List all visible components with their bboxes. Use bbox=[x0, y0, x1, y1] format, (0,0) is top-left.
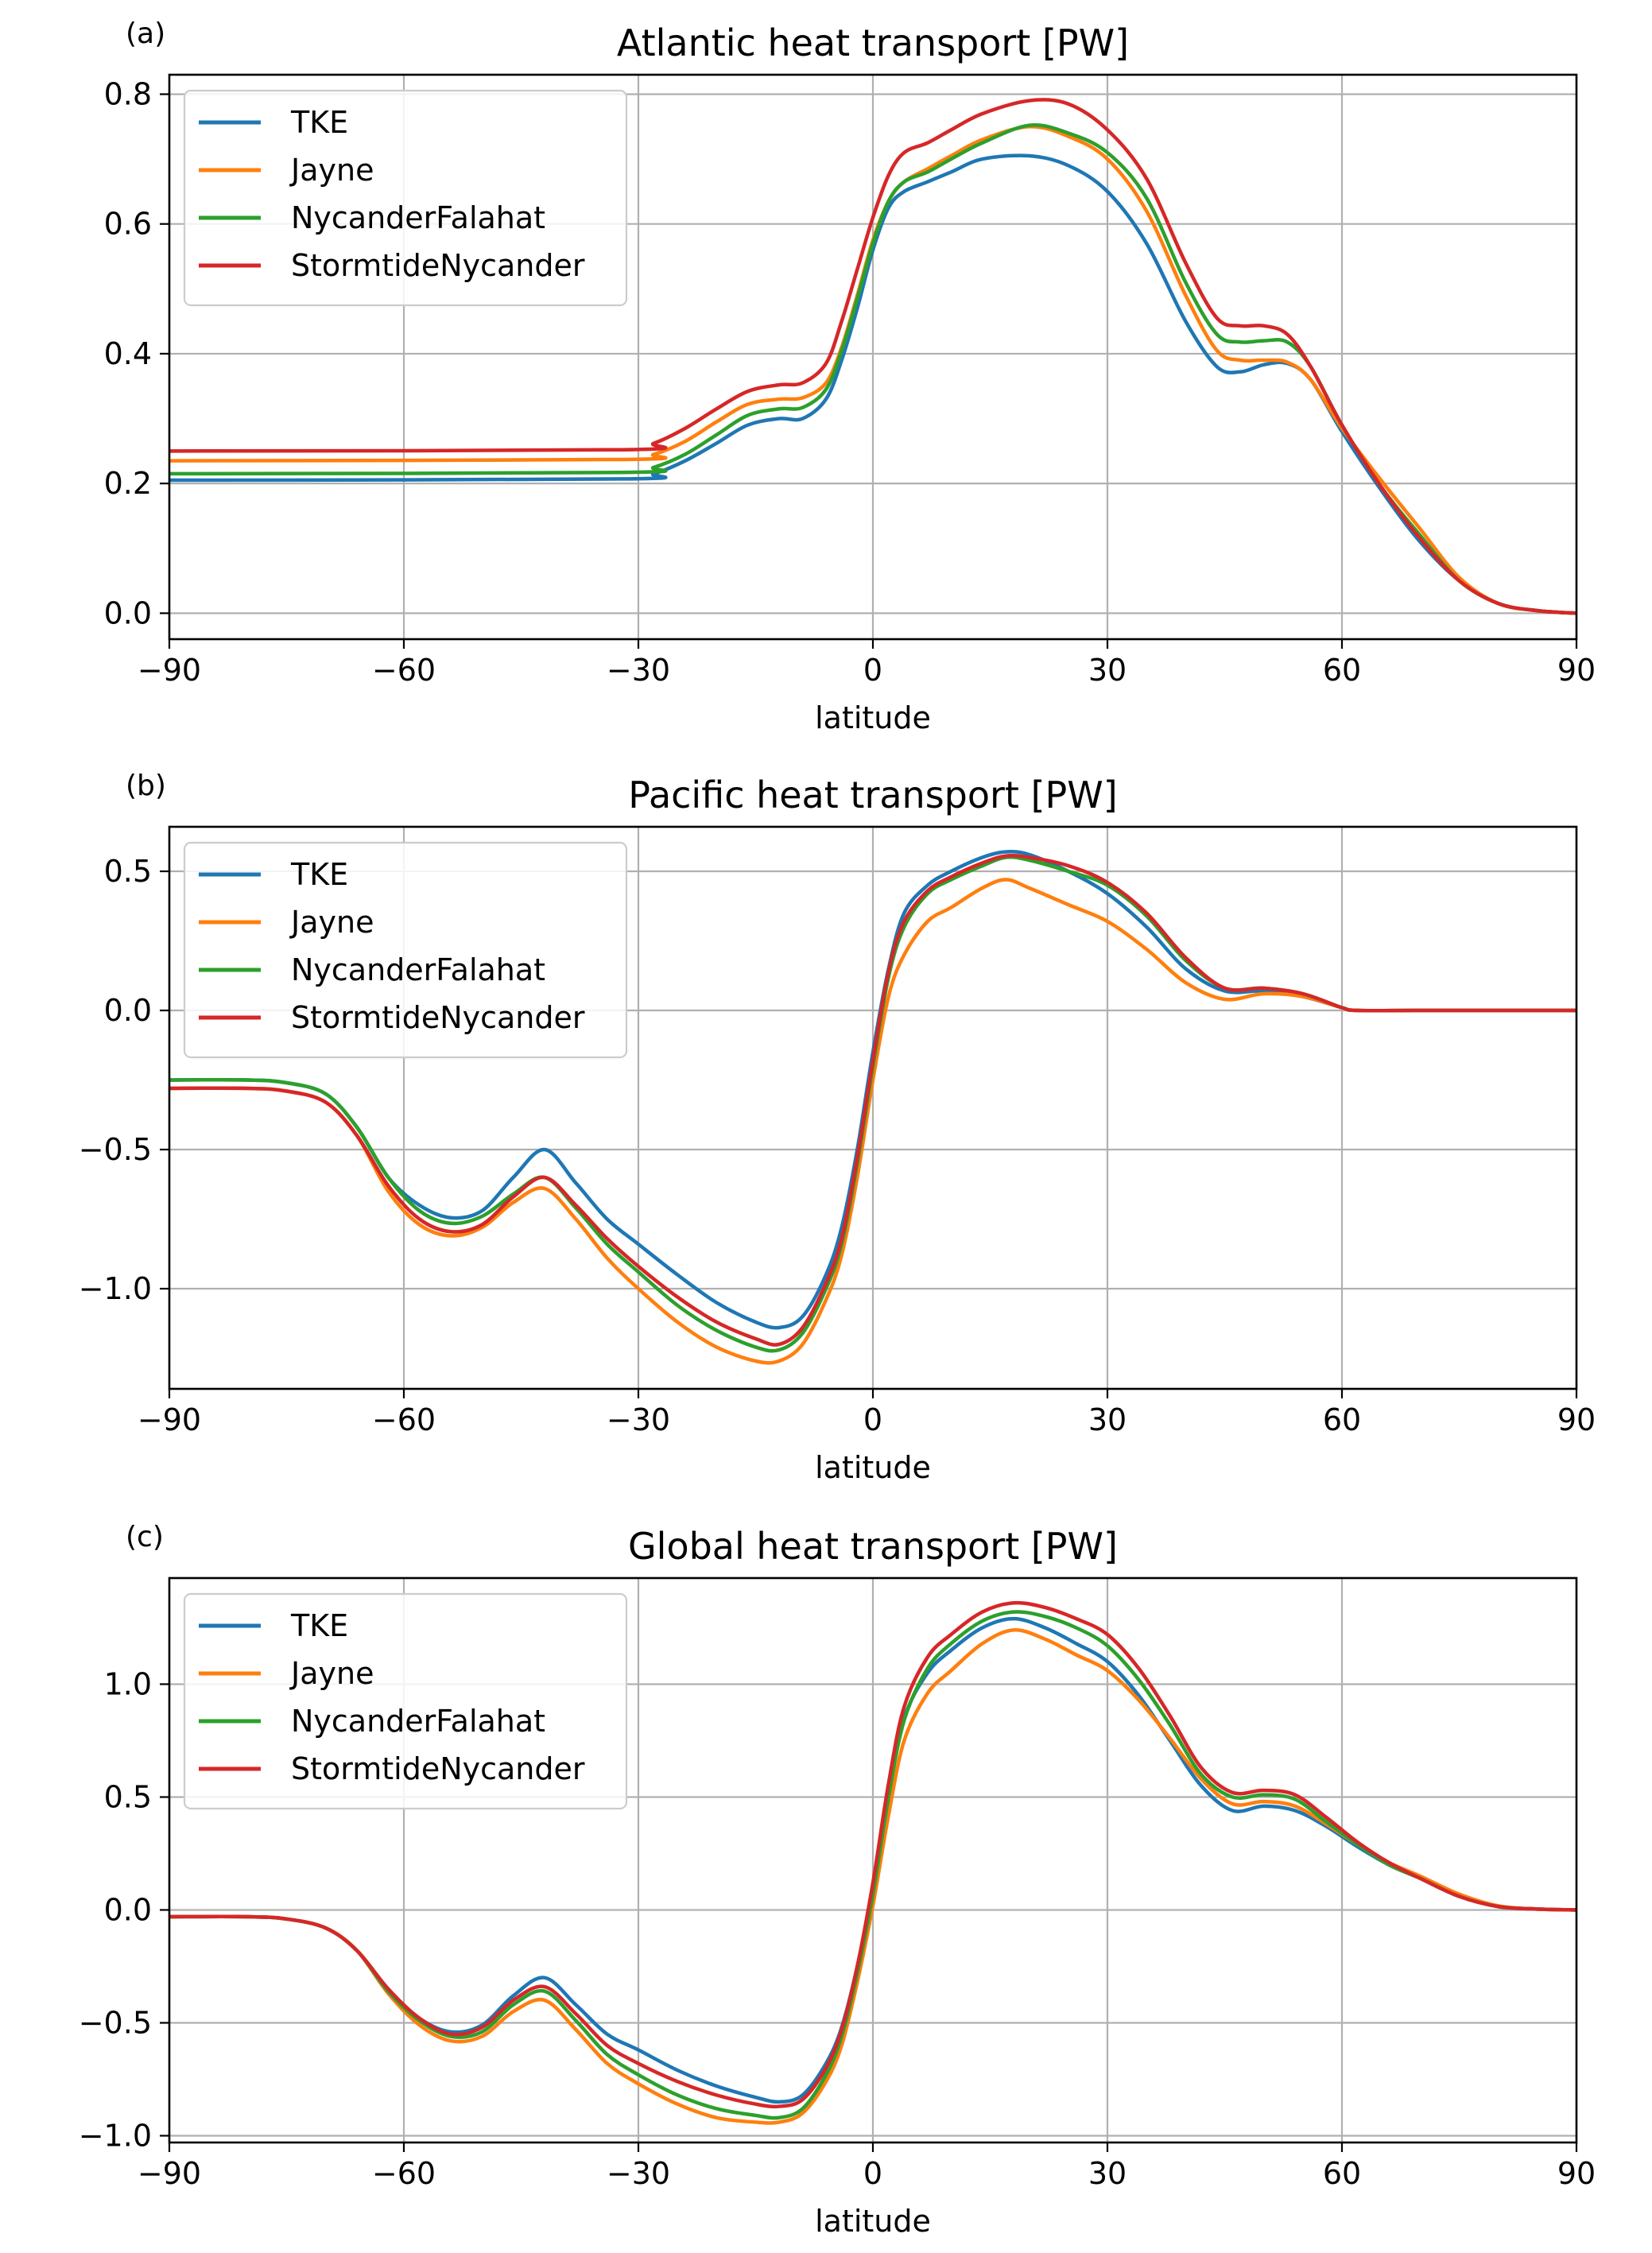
x-axis-label: latitude bbox=[815, 2204, 931, 2239]
chart-title: Pacific heat transport [PW] bbox=[628, 774, 1117, 816]
x-tick-label: 60 bbox=[1323, 2156, 1361, 2191]
y-tick-label: 0.0 bbox=[104, 1892, 152, 1927]
legend: TKE Jayne NycanderFalahat StormtideNycander bbox=[183, 1592, 628, 1810]
x-tick-label: 90 bbox=[1557, 653, 1596, 688]
x-tick-label: −30 bbox=[607, 2156, 670, 2191]
grid bbox=[169, 75, 1576, 639]
legend-label: TKE bbox=[290, 1608, 348, 1643]
x-tick-label: 30 bbox=[1088, 1402, 1127, 1437]
legend-label: TKE bbox=[290, 857, 348, 892]
y-tick-label: 0.6 bbox=[104, 207, 152, 242]
x-axis: −90 −60 −30 0 30 60 90 latitude bbox=[138, 639, 1596, 735]
y-tick-label: 0.4 bbox=[104, 336, 152, 371]
y-tick-label: 0.5 bbox=[104, 1779, 152, 1814]
y-tick-label: −0.5 bbox=[79, 2005, 152, 2040]
legend-label: Jayne bbox=[289, 905, 374, 940]
y-tick-label: 0.0 bbox=[104, 993, 152, 1028]
legend-label: NycanderFalahat bbox=[291, 1704, 545, 1739]
x-axis-label: latitude bbox=[815, 700, 931, 735]
y-tick-label: 0.8 bbox=[104, 76, 152, 111]
series-lines bbox=[169, 1600, 1576, 2125]
x-tick-label: 90 bbox=[1557, 1402, 1596, 1437]
panel-label: (c) bbox=[126, 1521, 164, 1553]
legend-label: StormtideNycander bbox=[291, 248, 585, 283]
x-tick-label: −90 bbox=[138, 1402, 201, 1437]
x-tick-label: 30 bbox=[1088, 2156, 1127, 2191]
legend: TKE Jayne NycanderFalahat StormtideNycander bbox=[183, 841, 628, 1059]
x-tick-label: −30 bbox=[607, 653, 670, 688]
y-tick-label: 0.2 bbox=[104, 466, 152, 501]
legend-label: NycanderFalahat bbox=[291, 952, 545, 987]
x-tick-label: 30 bbox=[1088, 653, 1127, 688]
x-axis: −90 −60 −30 0 30 60 90 latitude bbox=[138, 1389, 1596, 1485]
x-tick-label: −60 bbox=[372, 1402, 436, 1437]
y-axis: −1.0 −0.5 0.0 0.5 1.0 bbox=[79, 1666, 169, 2153]
grid bbox=[169, 827, 1576, 1389]
x-tick-label: 60 bbox=[1323, 653, 1361, 688]
legend-label: StormtideNycander bbox=[291, 1000, 585, 1035]
legend: TKE Jayne NycanderFalahat StormtideNycander bbox=[183, 89, 628, 307]
series-lines bbox=[169, 98, 1576, 615]
panel-label: (b) bbox=[126, 770, 166, 802]
x-tick-label: −90 bbox=[138, 2156, 201, 2191]
x-tick-label: −60 bbox=[372, 2156, 436, 2191]
x-tick-label: 0 bbox=[863, 1402, 882, 1437]
legend-label: Jayne bbox=[289, 1656, 374, 1691]
y-tick-label: −0.5 bbox=[79, 1132, 152, 1167]
chart-title: Atlantic heat transport [PW] bbox=[617, 21, 1129, 64]
x-tick-label: 60 bbox=[1323, 1402, 1361, 1437]
legend-label: NycanderFalahat bbox=[291, 200, 545, 235]
y-tick-label: 0.0 bbox=[104, 595, 152, 630]
y-tick-label: −1.0 bbox=[79, 1271, 152, 1306]
y-axis: −1.0 −0.5 0.0 0.5 bbox=[79, 854, 169, 1306]
legend-box bbox=[183, 1592, 628, 1810]
x-axis-label: latitude bbox=[815, 1450, 931, 1485]
y-axis: 0.0 0.2 0.4 0.6 0.8 bbox=[104, 76, 169, 630]
panel-a: −90 −60 −30 0 30 60 90 latitude 0.0 0.2 0.4 0.6 0.8 A… bbox=[104, 17, 1596, 735]
x-tick-label: −30 bbox=[607, 1402, 670, 1437]
chart-title: Global heat transport [PW] bbox=[628, 1525, 1118, 1568]
series-line-stormtidenycander bbox=[169, 853, 1576, 1347]
series-line-jayne bbox=[169, 1628, 1576, 2125]
legend-label: TKE bbox=[290, 105, 348, 140]
series-line-nycanderfalahat bbox=[169, 1610, 1576, 2120]
series-line-tke bbox=[169, 153, 1576, 615]
panel-b: −90 −60 −30 0 30 60 90 latitude −1.0 −0.5 0.0 0.5 Pa… bbox=[79, 770, 1596, 1485]
x-axis: −90 −60 −30 0 30 60 90 latitude bbox=[138, 2142, 1596, 2239]
series-line-jayne bbox=[169, 878, 1576, 1365]
y-tick-label: −1.0 bbox=[79, 2118, 152, 2153]
panel-c: −90 −60 −30 0 30 60 90 latitude −1.0 −0.5 0.0 0.5 1.… bbox=[79, 1521, 1596, 2239]
y-tick-label: 0.5 bbox=[104, 854, 152, 889]
panel-label: (a) bbox=[126, 17, 165, 50]
x-tick-label: 90 bbox=[1557, 2156, 1596, 2191]
legend-label: Jayne bbox=[289, 153, 374, 188]
y-tick-label: 1.0 bbox=[104, 1666, 152, 1701]
x-tick-label: 0 bbox=[863, 2156, 882, 2191]
legend-box bbox=[183, 89, 628, 307]
legend-box bbox=[183, 841, 628, 1059]
series-lines bbox=[169, 849, 1576, 1365]
x-tick-label: −60 bbox=[372, 653, 436, 688]
grid bbox=[169, 1578, 1576, 2142]
series-line-stormtidenycander bbox=[169, 1600, 1576, 2109]
x-tick-label: −90 bbox=[138, 653, 201, 688]
legend-label: StormtideNycander bbox=[291, 1751, 585, 1786]
x-tick-label: 0 bbox=[863, 653, 882, 688]
series-line-stormtidenycander bbox=[169, 98, 1576, 615]
